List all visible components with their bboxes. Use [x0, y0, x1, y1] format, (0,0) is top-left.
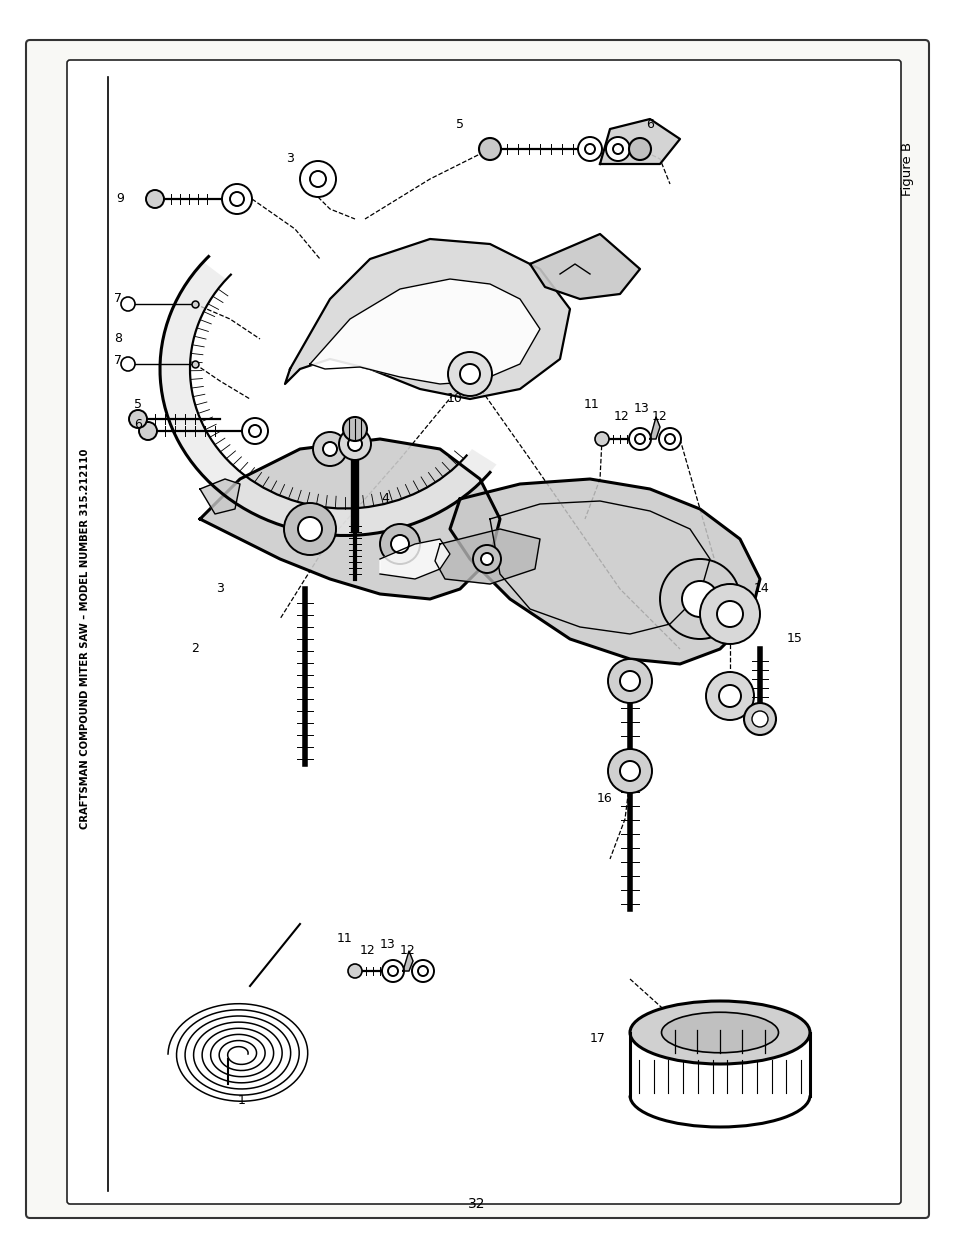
Polygon shape — [649, 418, 659, 439]
Circle shape — [659, 427, 680, 450]
Text: 3: 3 — [286, 152, 294, 166]
FancyBboxPatch shape — [26, 40, 928, 1218]
Ellipse shape — [660, 1012, 778, 1053]
Text: 11: 11 — [583, 398, 599, 410]
Text: 6: 6 — [134, 418, 142, 430]
Polygon shape — [310, 279, 539, 384]
Circle shape — [584, 144, 595, 154]
Text: 3: 3 — [215, 582, 224, 596]
Circle shape — [121, 357, 135, 370]
Polygon shape — [379, 539, 450, 579]
Circle shape — [751, 711, 767, 727]
Circle shape — [379, 524, 419, 564]
Circle shape — [459, 364, 479, 384]
Circle shape — [607, 750, 651, 793]
Text: 17: 17 — [590, 1032, 605, 1046]
Text: Figure B: Figure B — [901, 142, 914, 196]
Polygon shape — [530, 234, 639, 299]
Circle shape — [628, 427, 650, 450]
Circle shape — [578, 138, 601, 161]
Text: 11: 11 — [336, 933, 353, 945]
Circle shape — [381, 960, 403, 983]
Circle shape — [664, 434, 675, 444]
Text: 15: 15 — [786, 632, 802, 646]
Circle shape — [595, 432, 608, 446]
Circle shape — [299, 161, 335, 197]
Circle shape — [717, 601, 742, 627]
Text: 13: 13 — [634, 403, 649, 415]
Text: 10: 10 — [447, 393, 462, 405]
Polygon shape — [200, 439, 499, 598]
Polygon shape — [200, 479, 240, 514]
Text: 12: 12 — [359, 944, 375, 958]
Text: 5: 5 — [456, 118, 463, 130]
Circle shape — [313, 432, 347, 466]
Circle shape — [348, 437, 361, 451]
Circle shape — [480, 553, 493, 565]
Circle shape — [619, 761, 639, 781]
Text: 12: 12 — [614, 410, 629, 422]
Circle shape — [635, 434, 644, 444]
FancyBboxPatch shape — [67, 59, 900, 1204]
Polygon shape — [435, 529, 539, 584]
Polygon shape — [402, 952, 413, 971]
Ellipse shape — [629, 1001, 809, 1064]
Circle shape — [121, 297, 135, 311]
Circle shape — [242, 418, 268, 444]
Polygon shape — [450, 479, 760, 664]
Text: 7: 7 — [113, 354, 122, 368]
Text: 12: 12 — [652, 410, 667, 422]
Circle shape — [338, 427, 371, 460]
Circle shape — [249, 425, 261, 437]
Circle shape — [310, 171, 326, 187]
Circle shape — [743, 703, 775, 735]
Text: 4: 4 — [380, 492, 389, 506]
Text: 12: 12 — [399, 944, 416, 958]
Circle shape — [719, 685, 740, 707]
Text: 16: 16 — [597, 793, 612, 805]
Circle shape — [391, 535, 409, 553]
Circle shape — [478, 138, 500, 160]
Circle shape — [297, 517, 322, 541]
Circle shape — [412, 960, 434, 983]
Circle shape — [348, 964, 361, 978]
Text: 9: 9 — [116, 192, 124, 206]
Text: 7: 7 — [113, 292, 122, 306]
Text: 14: 14 — [753, 582, 769, 596]
Polygon shape — [285, 239, 569, 399]
Circle shape — [146, 190, 164, 208]
Text: CRAFTSMAN COMPOUND MITER SAW – MODEL NUMBER 315.212110: CRAFTSMAN COMPOUND MITER SAW – MODEL NUM… — [80, 449, 90, 829]
Circle shape — [230, 192, 244, 206]
Text: 32: 32 — [468, 1197, 485, 1211]
Text: 5: 5 — [133, 398, 142, 410]
Circle shape — [473, 545, 500, 572]
Circle shape — [388, 966, 397, 976]
Circle shape — [605, 138, 629, 161]
Polygon shape — [599, 119, 679, 164]
Text: 2: 2 — [191, 643, 199, 655]
Text: 13: 13 — [379, 938, 395, 950]
Circle shape — [448, 352, 492, 396]
Circle shape — [607, 659, 651, 703]
Circle shape — [681, 581, 718, 617]
Circle shape — [222, 185, 252, 214]
Circle shape — [619, 672, 639, 691]
Circle shape — [343, 418, 367, 441]
Circle shape — [705, 672, 753, 720]
Circle shape — [417, 966, 428, 976]
Text: 6: 6 — [645, 118, 653, 130]
Circle shape — [700, 584, 760, 644]
Circle shape — [129, 410, 147, 427]
Circle shape — [613, 144, 622, 154]
Polygon shape — [160, 261, 496, 535]
Circle shape — [659, 559, 740, 639]
Circle shape — [323, 442, 336, 456]
Circle shape — [139, 422, 157, 440]
Circle shape — [284, 503, 335, 555]
Circle shape — [628, 138, 650, 160]
Text: 8: 8 — [113, 332, 122, 346]
Text: 1: 1 — [238, 1094, 246, 1108]
